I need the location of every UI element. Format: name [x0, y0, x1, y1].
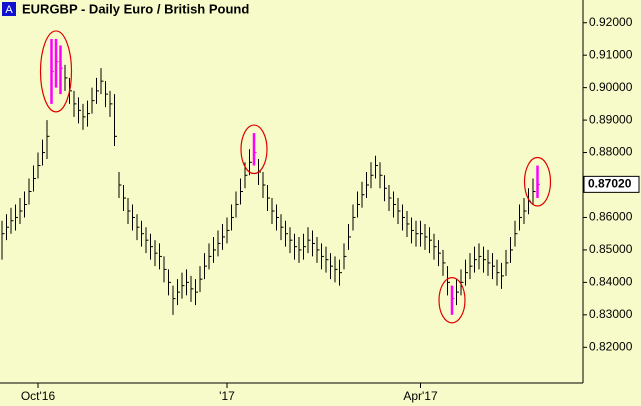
y-tick-label: 0.85000 [589, 242, 633, 256]
chart-title: EURGBP - Daily Euro / British Pound [22, 1, 249, 16]
y-tick-label: 0.90000 [589, 80, 633, 94]
x-tick-label: Oct'16 [21, 389, 56, 403]
y-tick-label: 0.84000 [589, 275, 633, 289]
y-tick-label: 0.91000 [589, 47, 633, 61]
last-price-box [583, 175, 640, 193]
annotation-circle [438, 277, 466, 324]
badge: A [5, 4, 13, 16]
x-tick-label: Apr'17 [403, 389, 438, 403]
annotation-circle [523, 156, 552, 207]
y-tick-label: 0.86000 [589, 210, 633, 224]
x-tick-label: '17 [219, 389, 235, 403]
y-tick-label: 0.83000 [589, 307, 633, 321]
y-tick-label: 0.88000 [589, 145, 633, 159]
badge-box [2, 2, 16, 16]
y-tick-label: 0.89000 [589, 112, 633, 126]
y-tick-label: 0.92000 [589, 15, 633, 29]
y-tick-label: 0.82000 [589, 339, 633, 353]
annotation-circle [39, 30, 73, 113]
last-price-label: 0.87020 [588, 177, 632, 191]
annotation-circle [240, 124, 268, 175]
